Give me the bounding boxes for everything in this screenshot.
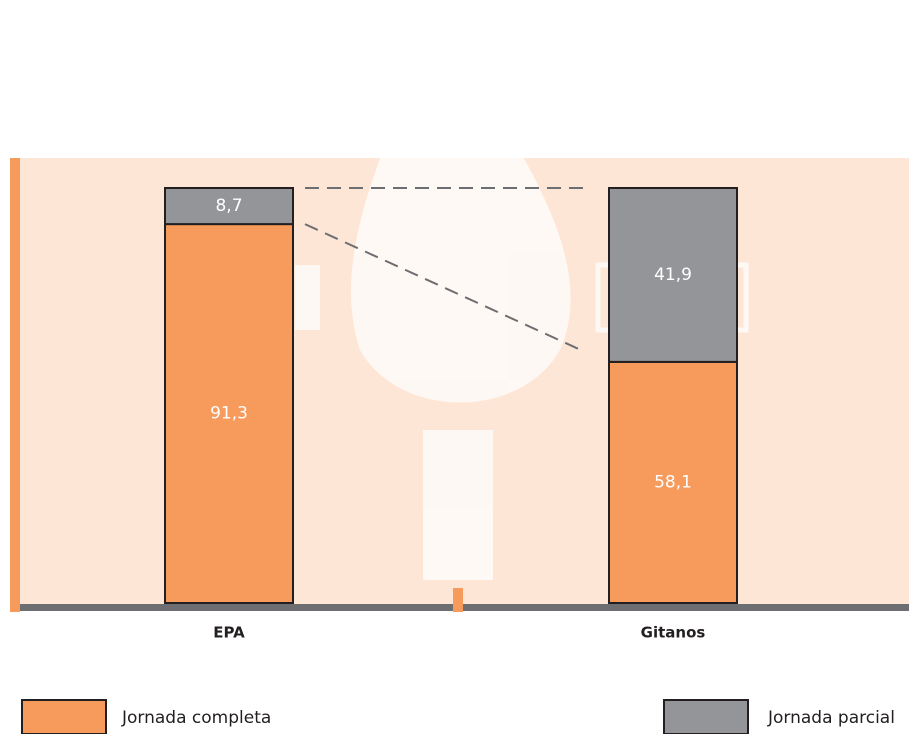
bar-segment: [164, 187, 294, 226]
bar-segment: [608, 187, 738, 363]
value-label: 58,1: [654, 472, 692, 492]
legend-swatch: [21, 699, 107, 734]
bar-segment: [608, 360, 738, 605]
x-axis: [20, 604, 909, 611]
value-label: 91,3: [210, 404, 248, 424]
connector: [304, 223, 586, 353]
legend-swatch: [663, 699, 749, 734]
axis-center-mark: [453, 588, 463, 612]
value-label: 8,7: [215, 196, 242, 216]
axis-accent: [10, 158, 20, 612]
bar-segment: [164, 223, 294, 604]
legend-label: Jornada completa: [121, 708, 271, 728]
x-tick-label: EPA: [213, 624, 245, 642]
x-tick-label: Gitanos: [641, 624, 706, 642]
legend-label: Jornada parcial: [767, 708, 895, 728]
value-label: 41,9: [654, 265, 692, 285]
